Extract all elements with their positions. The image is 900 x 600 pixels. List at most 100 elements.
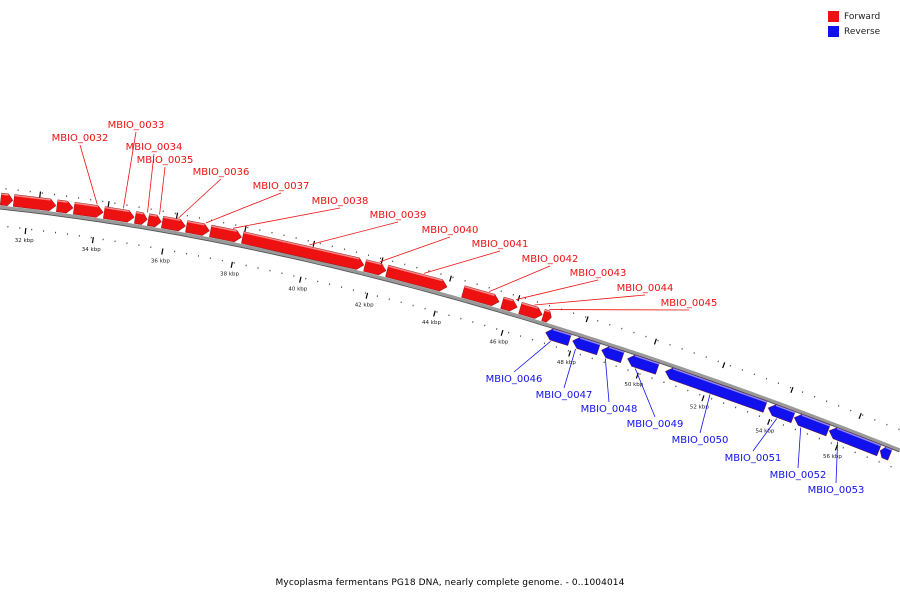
scale-label: 52 kbp <box>690 405 709 411</box>
major-tick-upper <box>517 295 521 302</box>
tick-mark-upper <box>874 418 876 421</box>
scale-label: 36 kbp <box>151 258 170 264</box>
scale-label: 48 kbp <box>557 360 576 366</box>
scale-label: 40 kbp <box>288 286 307 292</box>
forward-gene-arrow-shine <box>163 216 181 221</box>
backbone-edge <box>0 208 900 453</box>
tick-mark-lower <box>866 456 868 459</box>
scale-major-tick <box>568 350 572 357</box>
reverse-gene-arrow-shine <box>634 355 660 365</box>
scale-major-tick <box>161 248 164 255</box>
tick-mark-lower <box>842 446 844 449</box>
forward-gene-arrow-shine <box>104 206 130 213</box>
tick-mark-upper <box>729 364 732 367</box>
scale-major-tick <box>230 261 233 268</box>
gene-label[interactable]: MBIO_0038 <box>312 196 369 207</box>
gene-label[interactable]: MBIO_0050 <box>672 435 729 446</box>
gene-label[interactable]: MBIO_0032 <box>52 133 109 144</box>
tick-mark-lower <box>794 428 797 431</box>
scale-label: 50 kbp <box>624 382 643 388</box>
reverse-gene-arrow <box>879 446 893 461</box>
tick-mark-lower <box>890 465 892 468</box>
major-tick-upper <box>244 225 247 232</box>
reverse-gene-arrow-shine <box>836 427 882 447</box>
scale-major-tick <box>635 372 639 379</box>
reverse-swatch <box>828 26 839 37</box>
forward-gene-arrow-shine <box>1 193 9 196</box>
gene-label[interactable]: MBIO_0044 <box>617 283 674 294</box>
reverse-gene-arrow-shine <box>885 446 893 451</box>
major-tick-upper <box>175 212 179 219</box>
gene-label[interactable]: MBIO_0046 <box>486 374 543 385</box>
legend-label-forward: Forward <box>844 11 881 22</box>
legend-item-forward: Forward <box>828 9 890 24</box>
forward-gene-arrow-shine <box>464 285 495 296</box>
scale-label: 34 kbp <box>82 247 101 253</box>
scale-major-tick <box>365 292 369 299</box>
gene-label[interactable]: MBIO_0053 <box>808 485 865 496</box>
gene-label[interactable]: MBIO_0051 <box>725 453 782 464</box>
reverse-gene-arrow-shine <box>801 414 831 427</box>
forward-gene-arrow <box>134 211 148 225</box>
scale-major-tick <box>500 329 504 336</box>
gene-label[interactable]: MBIO_0040 <box>422 225 479 236</box>
tick-mark-lower <box>734 406 737 409</box>
gene-label[interactable]: MBIO_0052 <box>770 470 827 481</box>
gene-label[interactable]: MBIO_0037 <box>253 181 310 192</box>
gene-leader-line <box>178 178 222 219</box>
backbone <box>0 205 900 452</box>
forward-gene-arrow-shine <box>57 200 68 203</box>
tick-mark-lower <box>782 424 785 426</box>
gene-label[interactable]: MBIO_0047 <box>536 390 593 401</box>
tick-mark-upper <box>813 395 816 398</box>
gene-label[interactable]: MBIO_0042 <box>522 254 579 265</box>
reverse-gene-arrow <box>572 336 601 356</box>
gene-label[interactable]: MBIO_0041 <box>472 239 529 250</box>
forward-gene-arrow <box>541 309 552 323</box>
genome-caption: Mycoplasma fermentans PG18 DNA, nearly c… <box>275 578 625 588</box>
reverse-gene-arrow <box>828 427 882 457</box>
gene-leader-line <box>604 358 610 403</box>
gene-label[interactable]: MBIO_0033 <box>108 120 165 131</box>
forward-gene-arrow <box>385 264 448 292</box>
gene-leader-line <box>797 427 802 469</box>
reverse-gene-arrow-shine <box>672 367 768 403</box>
gene-leader-line <box>379 236 451 263</box>
forward-gene-arrow <box>500 296 518 312</box>
tick-mark-upper <box>789 386 792 389</box>
tick-mark-lower <box>770 419 773 422</box>
gene-label[interactable]: MBIO_0036 <box>193 167 250 178</box>
gene-label[interactable]: MBIO_0034 <box>126 142 183 153</box>
tick-mark-lower <box>878 460 880 463</box>
gene-label[interactable]: MBIO_0048 <box>581 404 638 415</box>
gene-label[interactable]: MBIO_0043 <box>570 268 627 279</box>
major-tick-upper <box>858 412 862 420</box>
forward-gene-arrow <box>56 199 74 214</box>
forward-gene-arrow-shine <box>365 259 382 266</box>
gene-leader-line <box>752 418 778 452</box>
gene-leader-line <box>563 349 576 389</box>
gene-leader-line <box>159 166 166 215</box>
forward-gene-arrow <box>518 302 543 319</box>
tick-mark-lower <box>854 451 856 454</box>
gene-leader-line <box>205 192 282 224</box>
forward-gene-arrow-shine <box>544 309 550 313</box>
forward-gene-arrow-shine <box>187 220 205 226</box>
gene-label[interactable]: MBIO_0035 <box>137 155 194 166</box>
forward-gene-arrow-shine <box>388 265 443 282</box>
gene-leader-line <box>634 368 656 418</box>
tick-mark-upper <box>898 428 900 431</box>
forward-gene-arrow-shine <box>243 231 360 260</box>
forward-gene-arrow <box>0 192 14 207</box>
legend-label-reverse: Reverse <box>844 26 881 37</box>
forward-gene-arrow <box>461 285 500 307</box>
gene-label[interactable]: MBIO_0045 <box>661 298 718 309</box>
gene-label[interactable]: MBIO_0039 <box>370 210 427 221</box>
tick-mark-upper <box>777 382 780 385</box>
major-tick-upper <box>39 191 42 198</box>
legend-item-reverse: Reverse <box>828 24 890 39</box>
gene-label[interactable]: MBIO_0049 <box>627 419 684 430</box>
major-tick-upper <box>380 257 384 264</box>
major-tick-upper <box>449 275 452 282</box>
